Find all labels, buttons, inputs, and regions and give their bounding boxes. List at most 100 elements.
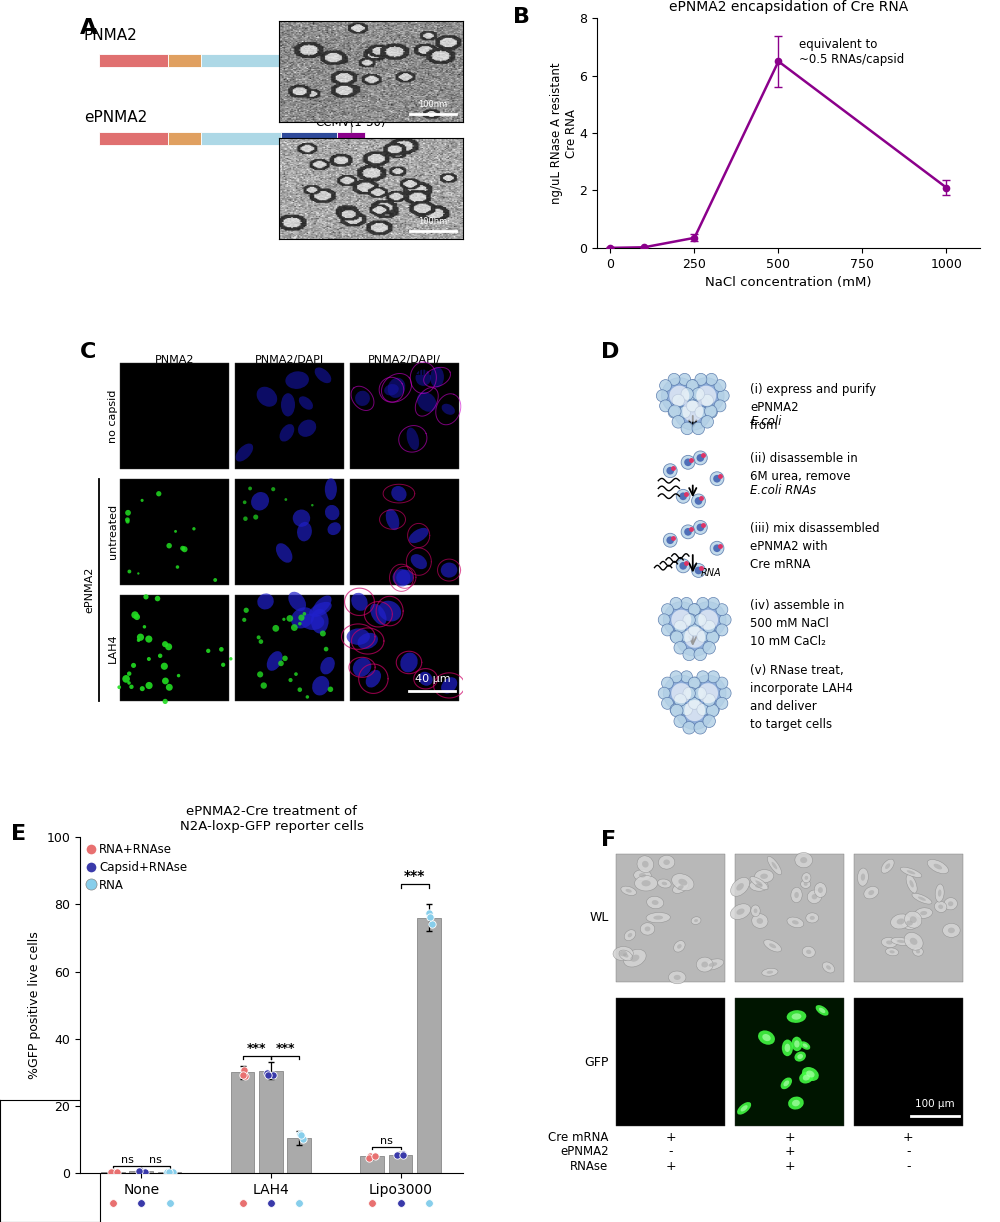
Circle shape: [713, 544, 721, 552]
Text: disordered region: disordered region: [305, 33, 410, 46]
Text: E.coli RNAs: E.coli RNAs: [750, 484, 816, 497]
Circle shape: [679, 374, 691, 385]
Text: 364: 364: [344, 71, 368, 84]
Text: PNMA2/DAPI/
phalloidin: PNMA2/DAPI/ phalloidin: [368, 356, 441, 376]
Circle shape: [127, 671, 131, 676]
Circle shape: [703, 694, 715, 706]
Point: [236, 1061, 252, 1080]
Ellipse shape: [758, 1030, 775, 1045]
Circle shape: [284, 499, 287, 501]
Ellipse shape: [891, 914, 911, 929]
Ellipse shape: [430, 367, 444, 387]
Circle shape: [671, 631, 683, 644]
Ellipse shape: [900, 868, 922, 877]
Circle shape: [278, 661, 284, 666]
Circle shape: [681, 704, 692, 716]
Ellipse shape: [802, 873, 811, 882]
Ellipse shape: [802, 946, 815, 957]
Text: E.coli: E.coli: [750, 414, 782, 428]
Circle shape: [176, 566, 179, 568]
Ellipse shape: [755, 884, 763, 888]
Circle shape: [683, 390, 695, 402]
Ellipse shape: [709, 962, 717, 967]
Ellipse shape: [624, 949, 646, 967]
Bar: [201, 132, 281, 144]
Circle shape: [694, 721, 706, 734]
Circle shape: [688, 698, 700, 709]
Text: equivalent to
~0.5 RNAs/capsid: equivalent to ~0.5 RNAs/capsid: [799, 38, 904, 66]
Ellipse shape: [767, 857, 781, 875]
Circle shape: [689, 624, 701, 635]
Ellipse shape: [280, 424, 294, 441]
Ellipse shape: [904, 932, 923, 951]
Text: 370: 370: [353, 149, 377, 163]
Circle shape: [662, 677, 673, 689]
Ellipse shape: [750, 876, 768, 890]
Point: [162, 1194, 178, 1213]
Circle shape: [683, 648, 695, 661]
Circle shape: [663, 676, 699, 711]
Text: F: F: [601, 831, 616, 851]
Ellipse shape: [812, 895, 817, 899]
Ellipse shape: [417, 392, 437, 412]
Circle shape: [690, 602, 726, 638]
Circle shape: [174, 530, 177, 533]
Ellipse shape: [393, 569, 410, 587]
Circle shape: [671, 683, 691, 703]
Circle shape: [689, 677, 701, 689]
Ellipse shape: [301, 613, 324, 631]
Text: ns: ns: [380, 1136, 393, 1146]
Ellipse shape: [938, 890, 941, 897]
Ellipse shape: [419, 672, 433, 686]
Circle shape: [127, 681, 131, 684]
Ellipse shape: [916, 949, 920, 953]
Circle shape: [248, 486, 252, 490]
Bar: [854, 998, 963, 1127]
Circle shape: [137, 572, 140, 574]
Ellipse shape: [312, 676, 329, 695]
Circle shape: [131, 611, 139, 618]
Point: [361, 1147, 377, 1167]
Ellipse shape: [781, 1078, 792, 1089]
Ellipse shape: [897, 940, 905, 943]
Text: PNMA2: PNMA2: [84, 28, 138, 43]
Circle shape: [242, 618, 246, 622]
Bar: [120, 479, 229, 585]
Circle shape: [156, 491, 161, 496]
Ellipse shape: [912, 893, 932, 904]
Text: ***: ***: [247, 1041, 267, 1055]
Circle shape: [701, 415, 713, 428]
Ellipse shape: [621, 886, 636, 896]
Circle shape: [131, 662, 136, 668]
Circle shape: [691, 390, 702, 402]
Text: ***: ***: [404, 869, 425, 882]
Ellipse shape: [642, 860, 649, 868]
Ellipse shape: [792, 1013, 801, 1019]
Point: [291, 1194, 307, 1213]
Circle shape: [670, 704, 682, 716]
Circle shape: [668, 374, 680, 385]
Ellipse shape: [257, 594, 274, 610]
Circle shape: [686, 380, 698, 391]
Ellipse shape: [386, 508, 399, 530]
Circle shape: [158, 654, 162, 657]
Point: [105, 1194, 121, 1213]
Circle shape: [298, 615, 305, 621]
Circle shape: [683, 613, 695, 626]
Bar: [337, 132, 365, 144]
Ellipse shape: [794, 1040, 800, 1047]
Ellipse shape: [822, 962, 835, 973]
Circle shape: [127, 569, 131, 573]
Circle shape: [719, 687, 731, 699]
Bar: [235, 363, 344, 469]
Ellipse shape: [355, 391, 370, 406]
Ellipse shape: [366, 670, 381, 688]
Point: [393, 1194, 409, 1213]
Circle shape: [261, 682, 267, 689]
Point: [293, 1125, 309, 1145]
Circle shape: [324, 646, 328, 651]
Ellipse shape: [325, 478, 337, 500]
Ellipse shape: [291, 607, 314, 628]
Circle shape: [692, 687, 704, 699]
Circle shape: [311, 503, 314, 506]
